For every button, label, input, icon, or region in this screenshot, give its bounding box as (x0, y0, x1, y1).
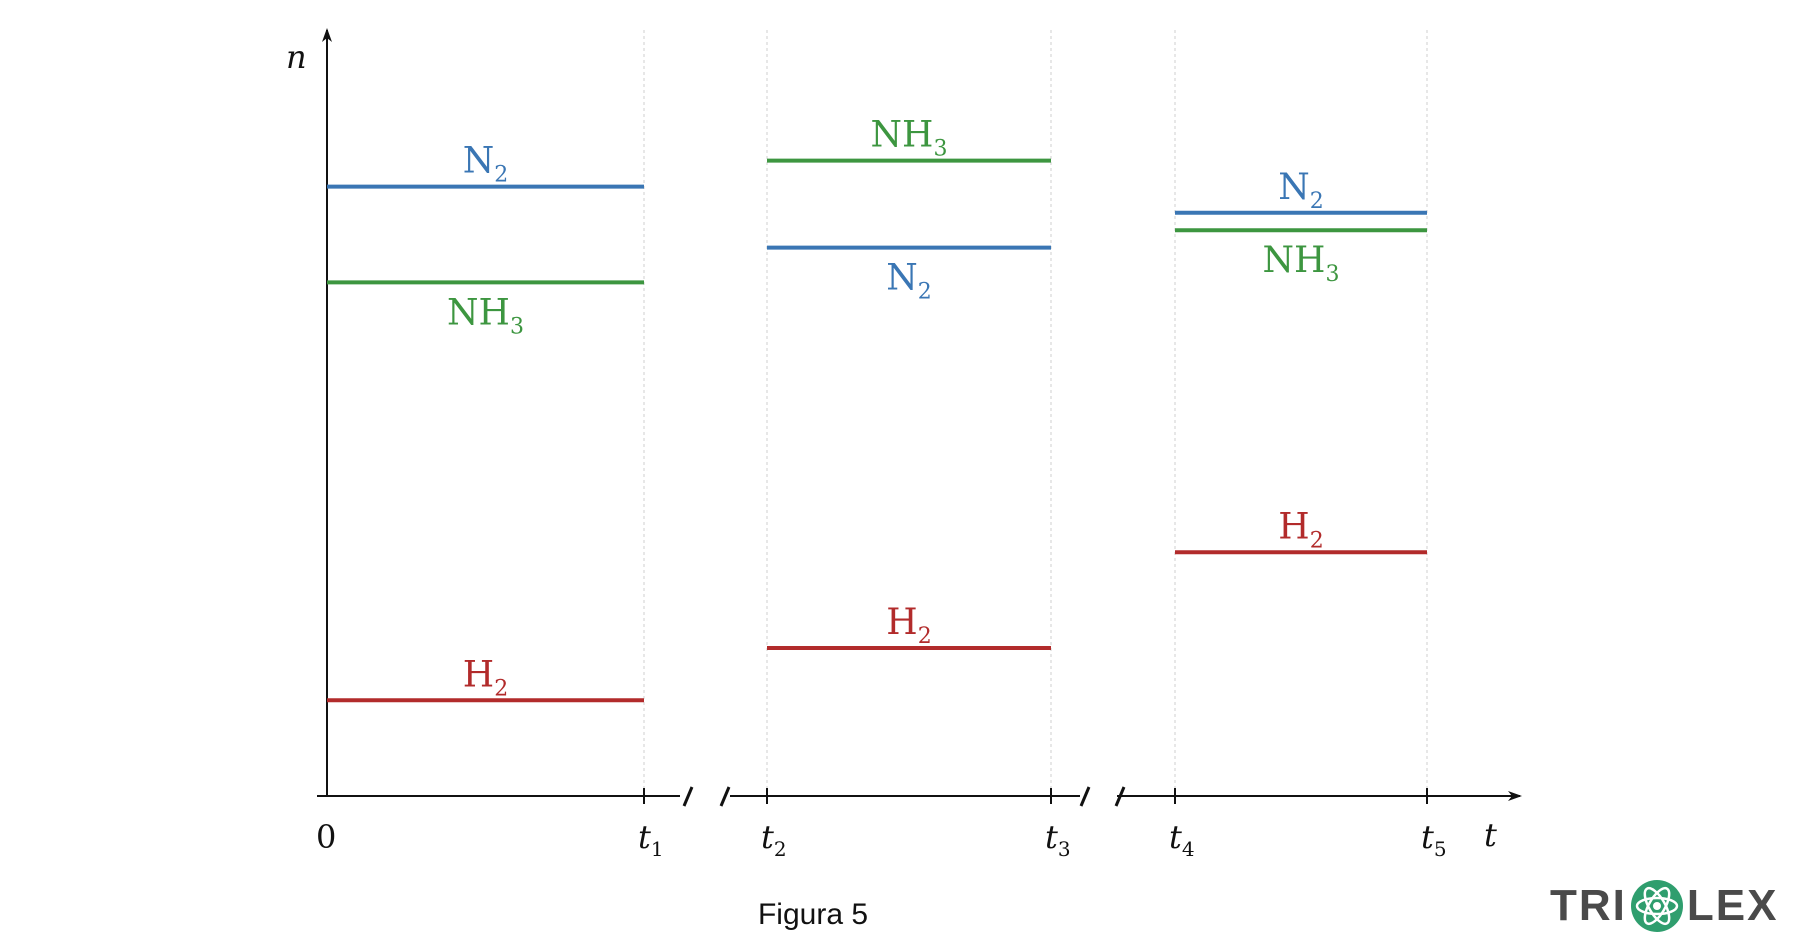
tick-label-t1: t1 (638, 818, 664, 861)
y-axis-label: n (286, 38, 307, 76)
axes (317, 28, 1522, 807)
axis-break-mark-4 (1114, 786, 1126, 807)
logo-text-right: LEX (1686, 881, 1779, 930)
tick-label-t2: t2 (761, 818, 787, 861)
label-nh3-seg1: NH3 (447, 292, 524, 339)
atom-icon (1630, 880, 1683, 932)
x-axis-label: t (1484, 816, 1497, 854)
label-h2-seg1: H2 (463, 654, 508, 701)
label-nh3-seg3: NH3 (1263, 240, 1340, 287)
series-lines: N2 NH3 H2 NH3 N2 H2 N2 NH3 H2 (327, 115, 1427, 703)
chart: n t 0 t1 t2 t3 t4 t5 N2 NH3 H2 NH3 N2 H2 N2 NH3 H2 (286, 28, 1522, 861)
logo-text-left: TRI (1550, 881, 1627, 930)
axis-break-mark-2 (719, 786, 731, 807)
figure-caption: Figura 5 (757, 898, 869, 931)
axis-break-mark-3 (1079, 786, 1091, 807)
tick-label-t3: t3 (1045, 818, 1071, 861)
axis-break-mark-1 (682, 786, 694, 807)
label-h2-seg2: H2 (886, 602, 931, 649)
tick-label-t4: t4 (1169, 818, 1195, 861)
tick-label-t5: t5 (1421, 818, 1447, 861)
label-n2-seg2: N2 (886, 258, 932, 305)
label-n2-seg3: N2 (1278, 167, 1324, 214)
label-n2-seg1: N2 (463, 141, 509, 188)
origin-label: 0 (316, 818, 336, 856)
gridlines (643, 30, 1428, 796)
label-nh3-seg2: NH3 (871, 115, 948, 162)
brand-logo: TRI LEX (1550, 876, 1778, 936)
x-ticks: t1 t2 t3 t4 t5 (638, 788, 1447, 861)
label-h2-seg3: H2 (1278, 506, 1323, 553)
